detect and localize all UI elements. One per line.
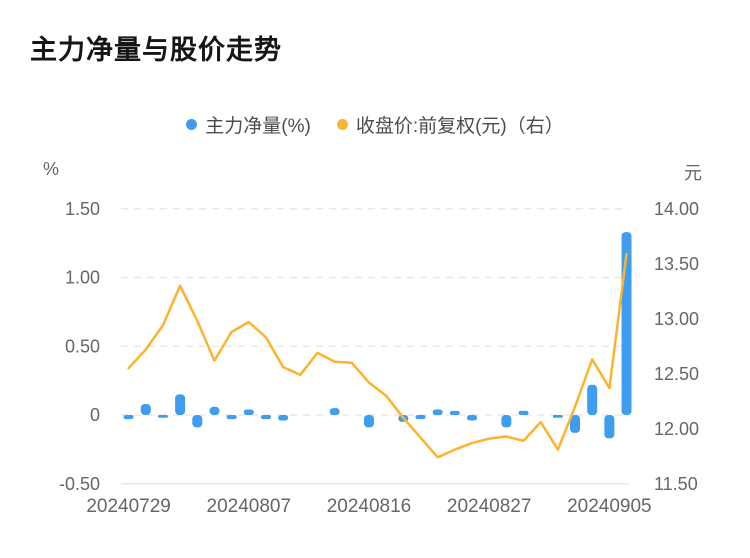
left-axis-unit-label: % — [42, 159, 59, 179]
bar-main-net-volume — [329, 408, 340, 415]
right-axis-unit-label: 元 — [684, 163, 702, 183]
x-axis-tick-label: 20240729 — [86, 496, 171, 517]
legend-marker-circle-icon — [186, 119, 198, 130]
bar-main-net-volume — [467, 415, 477, 421]
right-axis-tick-label: 12.50 — [654, 364, 699, 384]
bar-main-net-volume — [552, 415, 563, 418]
bar-main-net-volume — [140, 404, 151, 415]
left-axis-tick-label: 0 — [90, 405, 100, 425]
x-axis-tick-label: 20240816 — [327, 496, 412, 517]
right-axis-tick-label: 14.00 — [654, 199, 699, 219]
bar-main-net-volume — [175, 394, 186, 415]
bar-main-net-volume — [278, 415, 289, 421]
left-axis-tick-label: 1.50 — [65, 199, 100, 219]
legend-item-main-net-volume[interactable]: 主力净量(%) — [186, 111, 311, 138]
x-axis-tick-label: 20240807 — [207, 496, 292, 517]
bar-main-net-volume — [604, 415, 615, 439]
bar-main-net-volume — [518, 410, 529, 415]
price-line — [127, 252, 628, 459]
right-axis-tick-label: 13.00 — [654, 309, 699, 329]
legend-marker-circle-icon — [336, 119, 348, 130]
bar-main-net-volume — [209, 406, 220, 415]
bar-main-net-volume — [226, 415, 237, 420]
bar-main-net-volume — [363, 415, 374, 428]
right-axis-tick-label: 11.50 — [654, 474, 698, 494]
legend-label-main-net-volume: 主力净量(%) — [205, 116, 311, 137]
bar-main-net-volume — [432, 409, 443, 415]
left-axis-tick-label: 1.00 — [65, 268, 100, 288]
legend-item-close-price[interactable]: 收盘价:前复权(元)（右） — [336, 111, 564, 138]
bar-main-net-volume — [449, 410, 460, 415]
right-axis-tick-label: 12.00 — [654, 419, 699, 439]
bar-main-net-volume — [587, 384, 598, 415]
chart-legend: 主力净量(%) 收盘价:前复权(元)（右） — [0, 111, 750, 138]
x-axis-tick-label: 20240905 — [567, 496, 652, 517]
left-axis-tick-label: -0.50 — [59, 474, 100, 494]
bar-main-net-volume — [570, 415, 581, 433]
left-axis-tick-label: 0.50 — [65, 336, 100, 356]
page-title: 主力净量与股价走势 — [30, 35, 282, 65]
bar-main-net-volume — [243, 409, 254, 415]
bar-main-net-volume — [415, 415, 426, 420]
legend-label-close-price: 收盘价:前复权(元)（右） — [355, 116, 564, 137]
bar-main-net-volume — [192, 415, 203, 428]
bar-main-net-volume — [260, 415, 271, 420]
bar-main-net-volume — [157, 415, 168, 418]
right-axis-tick-label: 13.50 — [654, 254, 699, 274]
x-axis-tick-label: 20240827 — [447, 496, 532, 517]
bar-main-net-volume — [501, 415, 512, 428]
bar-main-net-volume — [123, 415, 134, 420]
